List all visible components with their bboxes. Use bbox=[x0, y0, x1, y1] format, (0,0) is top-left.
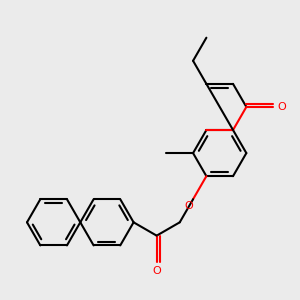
Text: O: O bbox=[185, 201, 194, 211]
Text: O: O bbox=[277, 102, 286, 112]
Text: O: O bbox=[152, 266, 161, 276]
